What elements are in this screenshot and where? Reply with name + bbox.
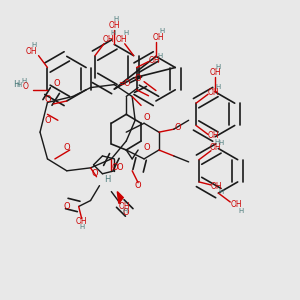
Text: O: O <box>123 208 130 217</box>
Text: O: O <box>135 74 141 83</box>
Text: OH: OH <box>208 131 220 140</box>
Text: H: H <box>238 208 243 214</box>
Text: H: H <box>21 78 26 84</box>
Text: OH: OH <box>119 202 130 211</box>
Text: H: H <box>32 42 37 48</box>
Text: OH: OH <box>116 35 127 44</box>
Text: H: H <box>122 208 128 214</box>
Text: H: H <box>113 16 118 22</box>
Text: O: O <box>53 79 60 88</box>
Text: H: H <box>214 139 220 145</box>
Text: O: O <box>111 163 118 172</box>
Text: O: O <box>92 169 98 178</box>
Text: H: H <box>216 84 221 90</box>
Text: OH: OH <box>25 47 37 56</box>
Text: H: H <box>216 64 221 70</box>
Text: H: H <box>110 30 116 36</box>
Text: O: O <box>64 142 70 152</box>
Text: OH: OH <box>208 88 220 97</box>
Text: O: O <box>175 123 181 132</box>
Text: O: O <box>64 202 70 211</box>
Text: O: O <box>44 116 51 125</box>
Text: H: H <box>13 80 20 89</box>
Text: O: O <box>144 113 150 122</box>
Text: H: H <box>219 189 224 195</box>
Text: OH: OH <box>153 33 165 42</box>
Text: H: H <box>104 175 110 184</box>
Text: H: H <box>16 82 22 88</box>
Text: H: H <box>159 28 164 34</box>
Text: H: H <box>158 52 163 59</box>
Text: H: H <box>219 140 224 146</box>
Text: O: O <box>117 163 124 172</box>
Text: =O: =O <box>118 79 131 88</box>
Text: OH: OH <box>210 143 221 152</box>
Text: OH: OH <box>211 182 223 191</box>
Text: O: O <box>135 181 141 190</box>
Text: OH: OH <box>210 68 221 77</box>
Text: O: O <box>144 142 150 152</box>
Text: OH: OH <box>230 200 242 209</box>
Text: OH: OH <box>76 217 88 226</box>
Text: OH: OH <box>103 35 114 44</box>
Text: H: H <box>79 224 84 230</box>
Polygon shape <box>117 192 123 203</box>
Text: O: O <box>44 95 51 104</box>
Text: OH: OH <box>109 21 120 30</box>
Text: OH: OH <box>149 56 160 64</box>
Text: H: H <box>124 30 129 36</box>
Text: O: O <box>22 82 28 91</box>
